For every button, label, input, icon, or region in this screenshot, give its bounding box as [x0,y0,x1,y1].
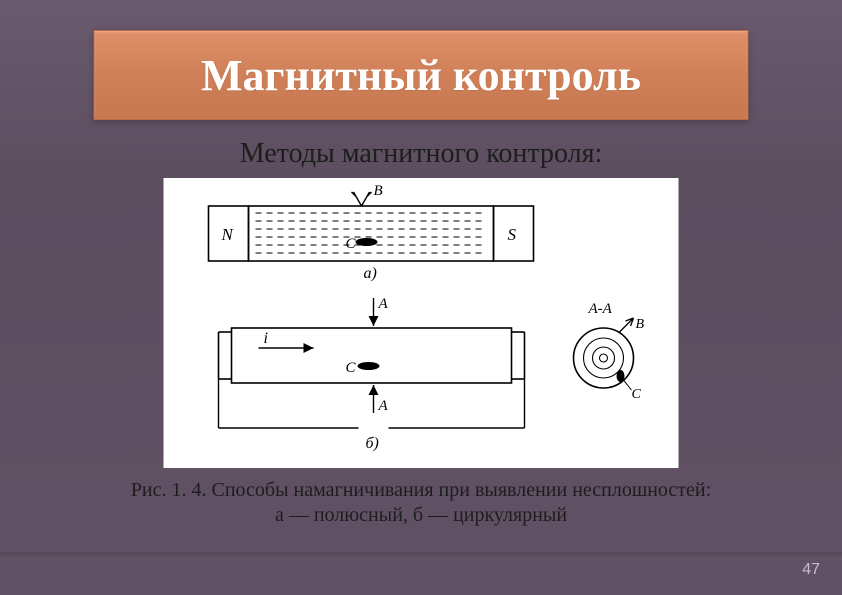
label-c-top: С [346,236,357,252]
bottom-decor-strip [0,552,842,560]
diagram-container: N S B С [164,178,679,468]
caption-line-1: Рис. 1. 4. Способы намагничивания при вы… [0,478,842,503]
slide: . . . . . . Магнитный контроль Методы ма… [0,0,842,595]
figure-b: A i С A [219,296,525,452]
label-a-arrow-top: A [378,296,389,312]
figure-caption: Рис. 1. 4. Способы намагничивания при вы… [0,478,842,528]
label-b: б) [366,435,379,452]
label-a: а) [364,265,377,282]
magnetization-diagram: N S B С [164,178,679,468]
figure-a: N S B С [209,183,534,282]
label-a-arrow-bot: A [378,398,389,414]
cross-section: A-A B C [574,301,645,402]
label-b-top: B [374,183,383,199]
label-aa: A-A [588,301,613,317]
label-i: i [264,330,268,347]
caption-line-2: а — полюсный, б — циркулярный [0,503,842,528]
page-number: 47 [802,561,820,579]
label-n: N [221,225,235,244]
label-cross-b: B [636,317,645,332]
subtitle: Методы магнитного контроля: [0,138,842,170]
slide-title: Магнитный контроль [201,50,641,101]
label-c-bot: С [346,360,357,376]
label-cross-c: C [632,387,642,402]
title-banner: . . . . . . Магнитный контроль [94,30,749,120]
label-s: S [508,225,517,244]
decorative-dots: . . . . . . [680,39,732,47]
